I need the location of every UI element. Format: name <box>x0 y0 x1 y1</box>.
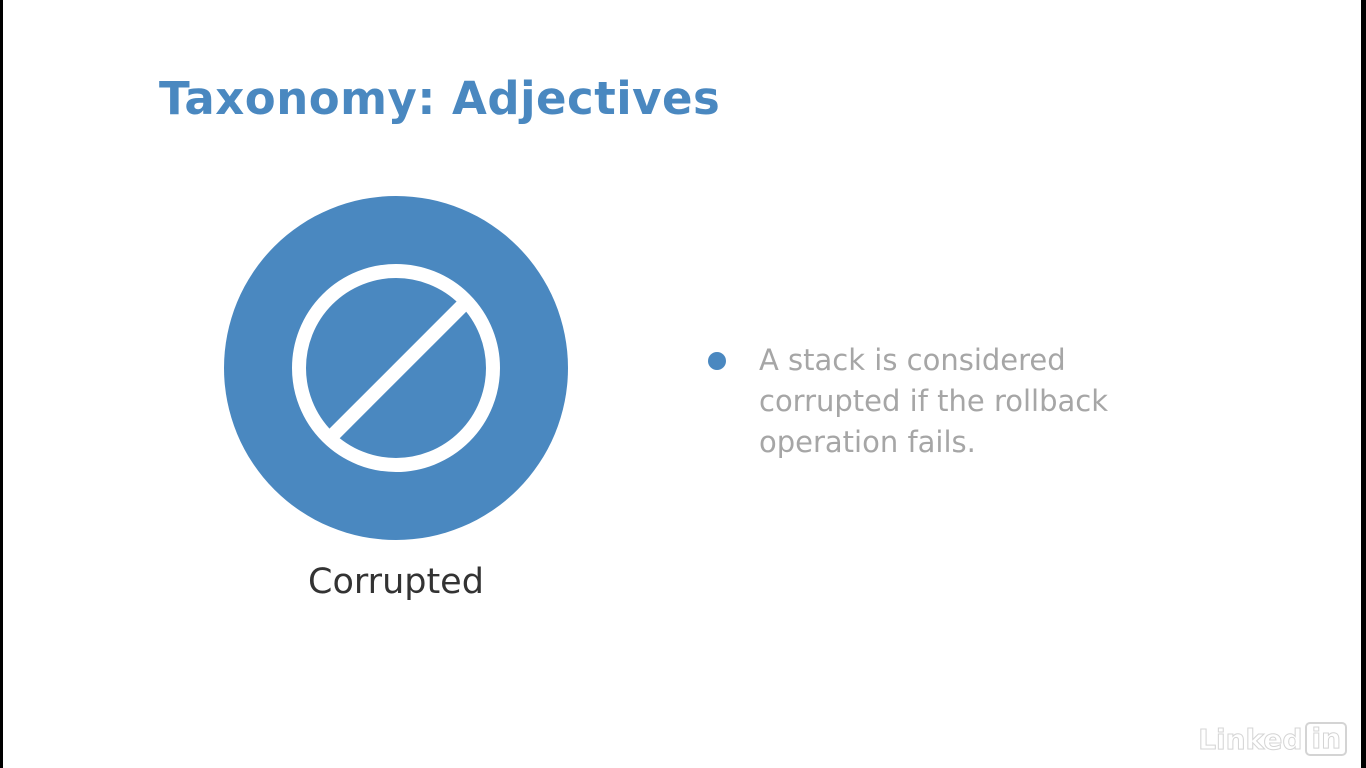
watermark-brand: Linked <box>1198 722 1303 756</box>
prohibited-icon <box>224 196 568 540</box>
icon-label: Corrupted <box>308 562 484 602</box>
slide-title: Taxonomy: Adjectives <box>159 72 721 125</box>
watermark-in-box: in <box>1305 722 1347 756</box>
icon-ring <box>292 264 500 472</box>
icon-slash <box>327 299 469 441</box>
bullet-list: A stack is considered corrupted if the r… <box>705 340 1155 463</box>
slide: Taxonomy: Adjectives Corrupted A stack i… <box>3 0 1361 768</box>
bullet-dot-icon <box>708 352 726 370</box>
bullet-text: A stack is considered corrupted if the r… <box>759 343 1109 459</box>
bullet-item: A stack is considered corrupted if the r… <box>705 340 1155 463</box>
linkedin-watermark: Linked in <box>1198 722 1347 756</box>
